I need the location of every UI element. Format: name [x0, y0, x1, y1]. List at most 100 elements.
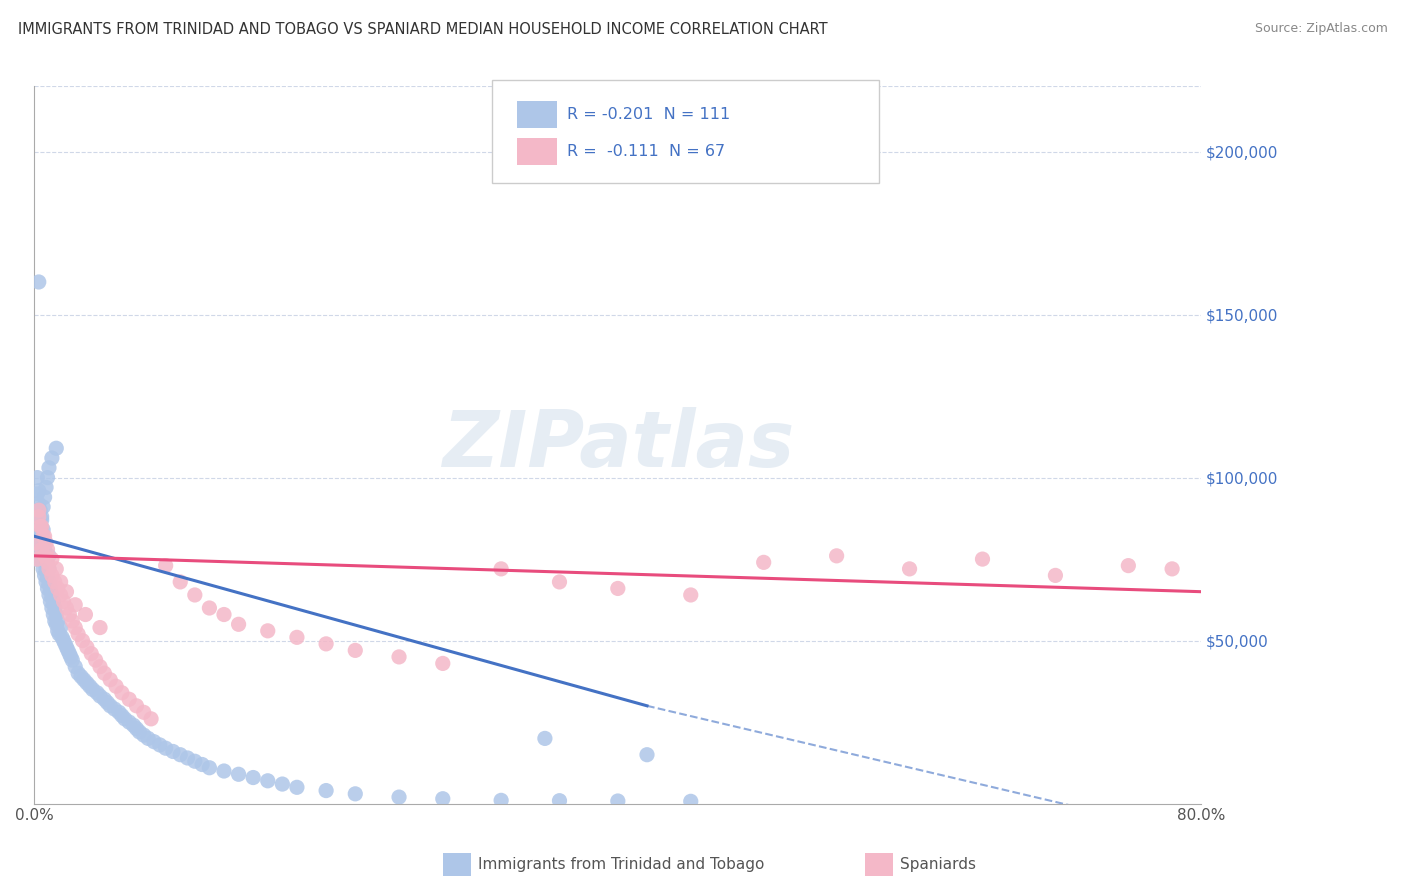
Point — [49, 588, 72, 602]
Point — [162, 744, 184, 758]
Point — [59, 649, 82, 664]
Point — [548, 794, 571, 808]
Point — [98, 698, 121, 713]
Point — [1161, 562, 1184, 576]
Point — [132, 706, 155, 720]
Point — [155, 558, 177, 573]
Text: Spaniards: Spaniards — [900, 857, 976, 871]
Point — [388, 649, 411, 664]
Point — [111, 708, 134, 723]
Point — [31, 509, 53, 524]
Text: R = -0.201  N = 111: R = -0.201 N = 111 — [567, 107, 730, 121]
Point — [388, 790, 411, 805]
Point — [24, 536, 46, 550]
Point — [108, 706, 131, 720]
Point — [45, 617, 67, 632]
Point — [51, 631, 73, 645]
Point — [128, 725, 150, 739]
Point — [41, 588, 63, 602]
Point — [24, 552, 46, 566]
Point — [38, 460, 60, 475]
Point — [93, 692, 115, 706]
Point — [38, 588, 60, 602]
Point — [143, 734, 166, 748]
Point — [37, 470, 59, 484]
Point — [80, 647, 103, 661]
Point — [271, 777, 294, 791]
Point — [31, 542, 53, 557]
Point — [315, 637, 337, 651]
Point — [191, 757, 214, 772]
Point — [104, 702, 127, 716]
Point — [489, 793, 512, 807]
Point — [49, 574, 72, 589]
Point — [125, 722, 148, 736]
Point — [184, 588, 207, 602]
Point — [679, 794, 702, 808]
Point — [344, 787, 367, 801]
Point — [24, 536, 46, 550]
Point — [55, 601, 77, 615]
Point — [1118, 558, 1140, 573]
Point — [41, 601, 63, 615]
Point — [98, 673, 121, 687]
Point — [38, 562, 60, 576]
Point — [72, 633, 94, 648]
Point — [198, 761, 221, 775]
Point — [58, 647, 80, 661]
Point — [606, 794, 628, 808]
Point — [32, 549, 55, 563]
Point — [32, 523, 55, 537]
Text: Immigrants from Trinidad and Tobago: Immigrants from Trinidad and Tobago — [478, 857, 765, 871]
Point — [825, 549, 848, 563]
Point — [606, 582, 628, 596]
Point — [1045, 568, 1067, 582]
Point — [35, 574, 58, 589]
Point — [55, 584, 77, 599]
Point — [63, 621, 86, 635]
Point — [38, 549, 60, 563]
Point — [34, 568, 56, 582]
Point — [46, 624, 69, 638]
Point — [228, 767, 250, 781]
Point — [31, 513, 53, 527]
Point — [198, 601, 221, 615]
Point — [30, 529, 52, 543]
Point — [344, 643, 367, 657]
Point — [118, 692, 141, 706]
Point — [149, 738, 172, 752]
Point — [114, 712, 136, 726]
Point — [169, 747, 191, 762]
Point — [76, 676, 98, 690]
Point — [56, 643, 79, 657]
Text: IMMIGRANTS FROM TRINIDAD AND TOBAGO VS SPANIARD MEDIAN HOUSEHOLD INCOME CORRELAT: IMMIGRANTS FROM TRINIDAD AND TOBAGO VS S… — [18, 22, 828, 37]
Point — [41, 552, 63, 566]
Point — [132, 728, 155, 742]
Point — [35, 536, 58, 550]
Point — [55, 640, 77, 654]
Point — [34, 555, 56, 569]
Point — [34, 549, 56, 563]
Point — [32, 500, 55, 514]
Point — [79, 679, 101, 693]
Point — [58, 607, 80, 622]
Point — [34, 529, 56, 543]
Point — [679, 588, 702, 602]
Point — [34, 490, 56, 504]
Point — [111, 686, 134, 700]
Point — [534, 731, 557, 746]
Point — [548, 574, 571, 589]
Point — [37, 582, 59, 596]
Point — [45, 442, 67, 456]
Point — [45, 607, 67, 622]
Point — [93, 666, 115, 681]
Point — [86, 686, 108, 700]
Point — [30, 519, 52, 533]
Point — [45, 562, 67, 576]
Point — [84, 653, 107, 667]
Point — [44, 574, 66, 589]
Point — [76, 640, 98, 654]
Point — [28, 509, 51, 524]
Point — [37, 555, 59, 569]
Point — [53, 637, 76, 651]
